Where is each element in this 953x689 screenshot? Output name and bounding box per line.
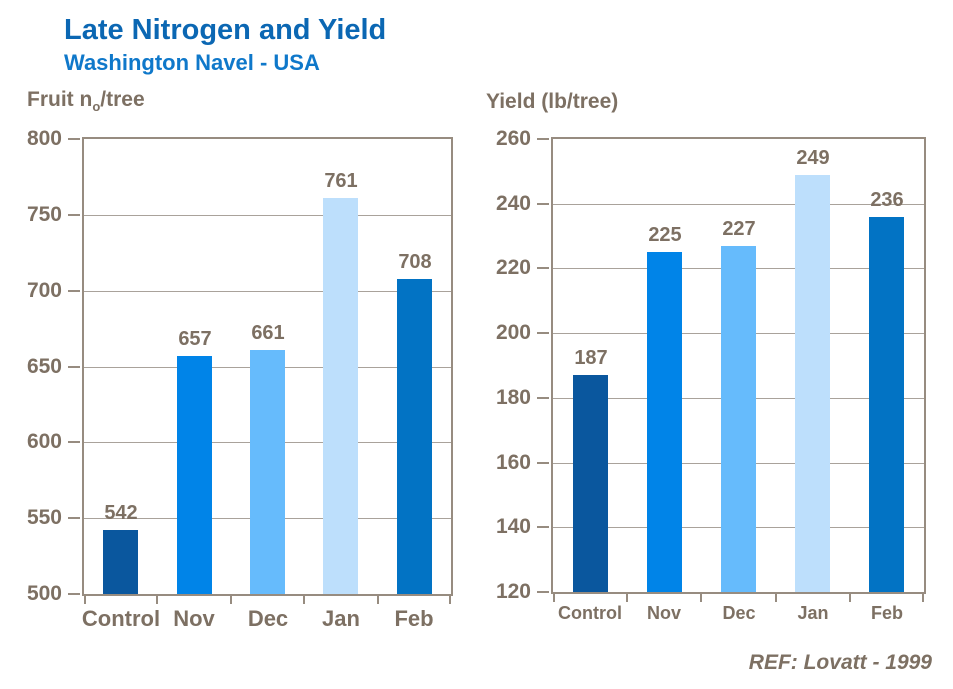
bar-value-label: 708 bbox=[398, 251, 432, 273]
y-tick-mark bbox=[537, 591, 549, 593]
y-tick-mark bbox=[537, 138, 549, 140]
bar-feb bbox=[869, 217, 904, 592]
bar-value-label: 225 bbox=[648, 224, 682, 246]
x-tick-mark bbox=[849, 594, 851, 602]
y-tick-mark bbox=[68, 366, 80, 368]
y-tick-mark bbox=[68, 441, 80, 443]
reference-note: REF: Lovatt - 1999 bbox=[748, 651, 932, 674]
x-tick-mark bbox=[377, 596, 379, 604]
x-tick-mark bbox=[449, 596, 451, 604]
bar-value-label: 657 bbox=[178, 328, 212, 350]
fruit-axis-title-pre: Fruit n bbox=[27, 88, 93, 111]
x-category-label: Nov bbox=[646, 603, 681, 623]
bar-value-label: 249 bbox=[796, 147, 830, 169]
bar-value-label: 542 bbox=[104, 502, 138, 524]
x-category-label: Feb bbox=[870, 603, 903, 623]
x-tick-mark bbox=[156, 596, 158, 604]
yield-axis-title: Yield (lb/tree) bbox=[486, 90, 619, 113]
bar-jan bbox=[795, 175, 830, 592]
y-tick-mark bbox=[537, 203, 549, 205]
x-category-label: Jan bbox=[322, 606, 360, 631]
bar-feb bbox=[397, 279, 432, 594]
x-tick-mark bbox=[303, 596, 305, 604]
x-category-label: Dec bbox=[722, 603, 756, 623]
y-tick-label: 800 bbox=[26, 127, 62, 150]
x-category-label: Control bbox=[558, 603, 622, 623]
y-tick-mark bbox=[68, 214, 80, 216]
bar-value-label: 187 bbox=[574, 347, 608, 369]
page-title: Late Nitrogen and Yield bbox=[64, 14, 387, 46]
bar-nov bbox=[177, 356, 212, 594]
bar-nov bbox=[647, 252, 682, 592]
bar-dec bbox=[250, 350, 285, 594]
y-tick-mark bbox=[68, 517, 80, 519]
page-subtitle: Washington Navel - USA bbox=[64, 50, 320, 75]
bar-dec bbox=[721, 246, 756, 592]
fruit-axis-title-sub: o bbox=[92, 99, 101, 115]
y-tick-mark bbox=[537, 397, 549, 399]
x-tick-mark bbox=[775, 594, 777, 602]
x-tick-mark bbox=[553, 594, 555, 602]
y-tick-label: 220 bbox=[495, 256, 531, 279]
x-category-label: Dec bbox=[247, 606, 289, 631]
y-tick-label: 700 bbox=[26, 279, 62, 302]
x-category-label: Jan bbox=[797, 603, 829, 623]
y-tick-label: 650 bbox=[26, 355, 62, 378]
y-tick-label: 200 bbox=[495, 321, 531, 344]
y-tick-mark bbox=[68, 138, 80, 140]
y-tick-label: 180 bbox=[495, 386, 531, 409]
y-tick-label: 120 bbox=[495, 580, 531, 603]
x-tick-mark bbox=[626, 594, 628, 602]
x-tick-mark bbox=[700, 594, 702, 602]
y-tick-label: 600 bbox=[26, 430, 62, 453]
y-tick-label: 260 bbox=[495, 127, 531, 150]
x-category-label: Nov bbox=[173, 606, 215, 631]
y-gridline bbox=[553, 204, 924, 205]
x-tick-mark bbox=[84, 596, 86, 604]
y-tick-mark bbox=[68, 593, 80, 595]
bar-value-label: 761 bbox=[324, 170, 358, 192]
fruit-chart-plot: 500 550 600 650 700 750 800 542 Control 657 Nov 661… bbox=[27, 127, 453, 631]
y-tick-label: 750 bbox=[26, 203, 62, 226]
bar-value-label: 661 bbox=[251, 322, 285, 344]
fruit-axis-title-post: /tree bbox=[100, 88, 145, 111]
y-tick-label: 550 bbox=[26, 506, 62, 529]
yield-chart-plot: 120 140 160 180 200 220 240 260 187 Control 225 Nov… bbox=[496, 127, 926, 623]
y-tick-mark bbox=[537, 267, 549, 269]
y-tick-label: 500 bbox=[26, 582, 62, 605]
bar-value-label: 236 bbox=[870, 189, 904, 211]
y-tick-label: 140 bbox=[495, 515, 531, 538]
y-gridline bbox=[84, 291, 451, 292]
bar-control bbox=[103, 530, 138, 594]
fruit-axis-title: Fruit no/tree bbox=[27, 88, 145, 114]
bar-control bbox=[573, 375, 608, 592]
y-tick-mark bbox=[537, 526, 549, 528]
x-category-label: Feb bbox=[394, 606, 434, 631]
y-tick-label: 160 bbox=[495, 451, 531, 474]
y-tick-mark bbox=[537, 462, 549, 464]
y-gridline bbox=[84, 215, 451, 216]
y-tick-label: 240 bbox=[495, 192, 531, 215]
y-tick-mark bbox=[68, 290, 80, 292]
bar-jan bbox=[323, 198, 358, 594]
x-tick-mark bbox=[230, 596, 232, 604]
x-tick-mark bbox=[922, 594, 924, 602]
bar-value-label: 227 bbox=[722, 218, 756, 240]
y-tick-mark bbox=[537, 332, 549, 334]
x-category-label: Control bbox=[81, 606, 161, 631]
